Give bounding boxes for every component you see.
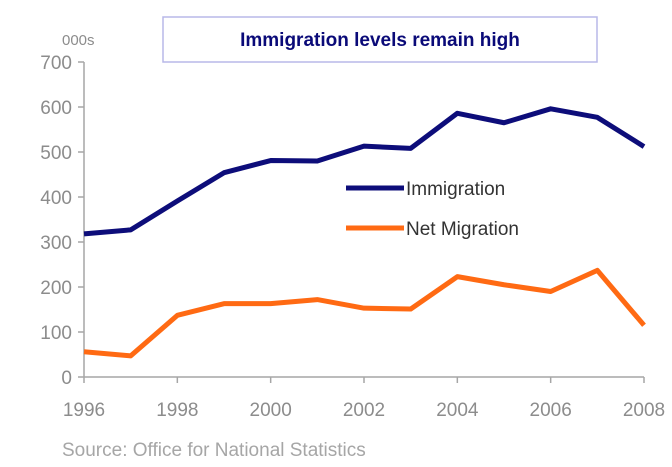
legend-label-net-migration: Net Migration (406, 219, 519, 240)
series-lines (83, 106, 646, 359)
y-tick-label: 600 (40, 98, 72, 119)
y-tick-label: 0 (61, 368, 72, 389)
series-line-net-migration (83, 267, 646, 359)
title-box (162, 16, 598, 63)
y-tick-label: 200 (40, 278, 72, 299)
x-tick-label: 2008 (623, 400, 665, 421)
x-tick-label: 1996 (63, 400, 105, 421)
y-tick-label: 400 (40, 188, 72, 209)
chart-title: Immigration levels remain high (240, 30, 520, 51)
x-tick-label: 2004 (436, 400, 479, 421)
y-tick-label: 300 (40, 233, 72, 254)
y-tick-label: 500 (40, 143, 72, 164)
y-unit-label: 000s (62, 32, 95, 49)
y-tick-label: 100 (40, 323, 72, 344)
x-tick-label: 1998 (156, 400, 198, 421)
x-tick-label: 2002 (343, 400, 385, 421)
y-axis-ticks: 0 100 200 300 400 500 600 700 (40, 53, 84, 389)
x-tick-label: 2000 (250, 400, 292, 421)
source-note: Source: Office for National Statistics (62, 440, 366, 461)
legend: Immigration Net Migration (346, 179, 519, 240)
legend-label-immigration: Immigration (406, 179, 505, 200)
x-tick-label: 2006 (530, 400, 572, 421)
series-line-immigration (83, 106, 646, 237)
x-axis-ticks: 1996 1998 2000 2002 2004 2006 2008 (63, 377, 665, 421)
y-tick-label: 700 (40, 53, 72, 74)
